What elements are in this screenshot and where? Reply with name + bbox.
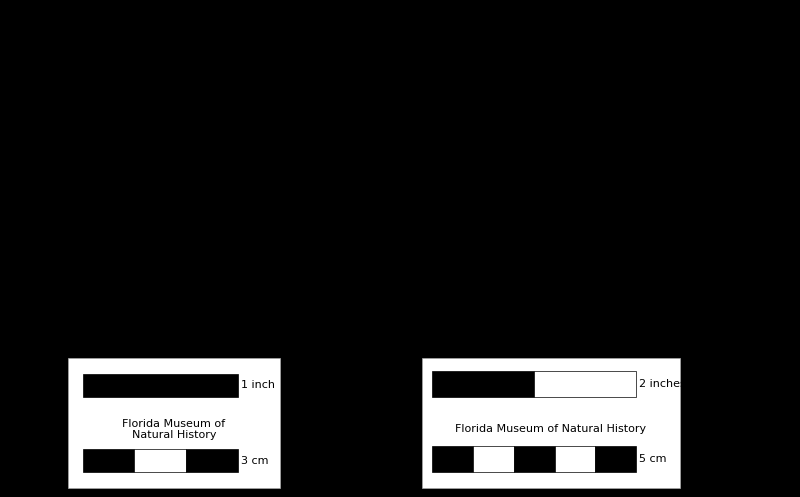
Bar: [134, 449, 186, 473]
Text: 1 inch: 1 inch: [241, 380, 274, 390]
Text: 3 cm: 3 cm: [241, 456, 268, 466]
Text: 2 inches: 2 inches: [639, 379, 686, 389]
Bar: [83, 449, 134, 473]
Bar: [68, 358, 280, 488]
Text: Florida Museum of Natural History: Florida Museum of Natural History: [455, 424, 646, 434]
Bar: [432, 371, 534, 397]
Bar: [554, 446, 595, 473]
Bar: [514, 446, 554, 473]
Text: Florida Museum of
Natural History: Florida Museum of Natural History: [122, 418, 226, 440]
Text: 5 cm: 5 cm: [639, 454, 666, 464]
Bar: [473, 446, 514, 473]
Bar: [186, 449, 238, 473]
Bar: [83, 374, 238, 397]
Bar: [422, 358, 680, 488]
Bar: [595, 446, 636, 473]
Bar: [534, 371, 636, 397]
Bar: [432, 446, 473, 473]
